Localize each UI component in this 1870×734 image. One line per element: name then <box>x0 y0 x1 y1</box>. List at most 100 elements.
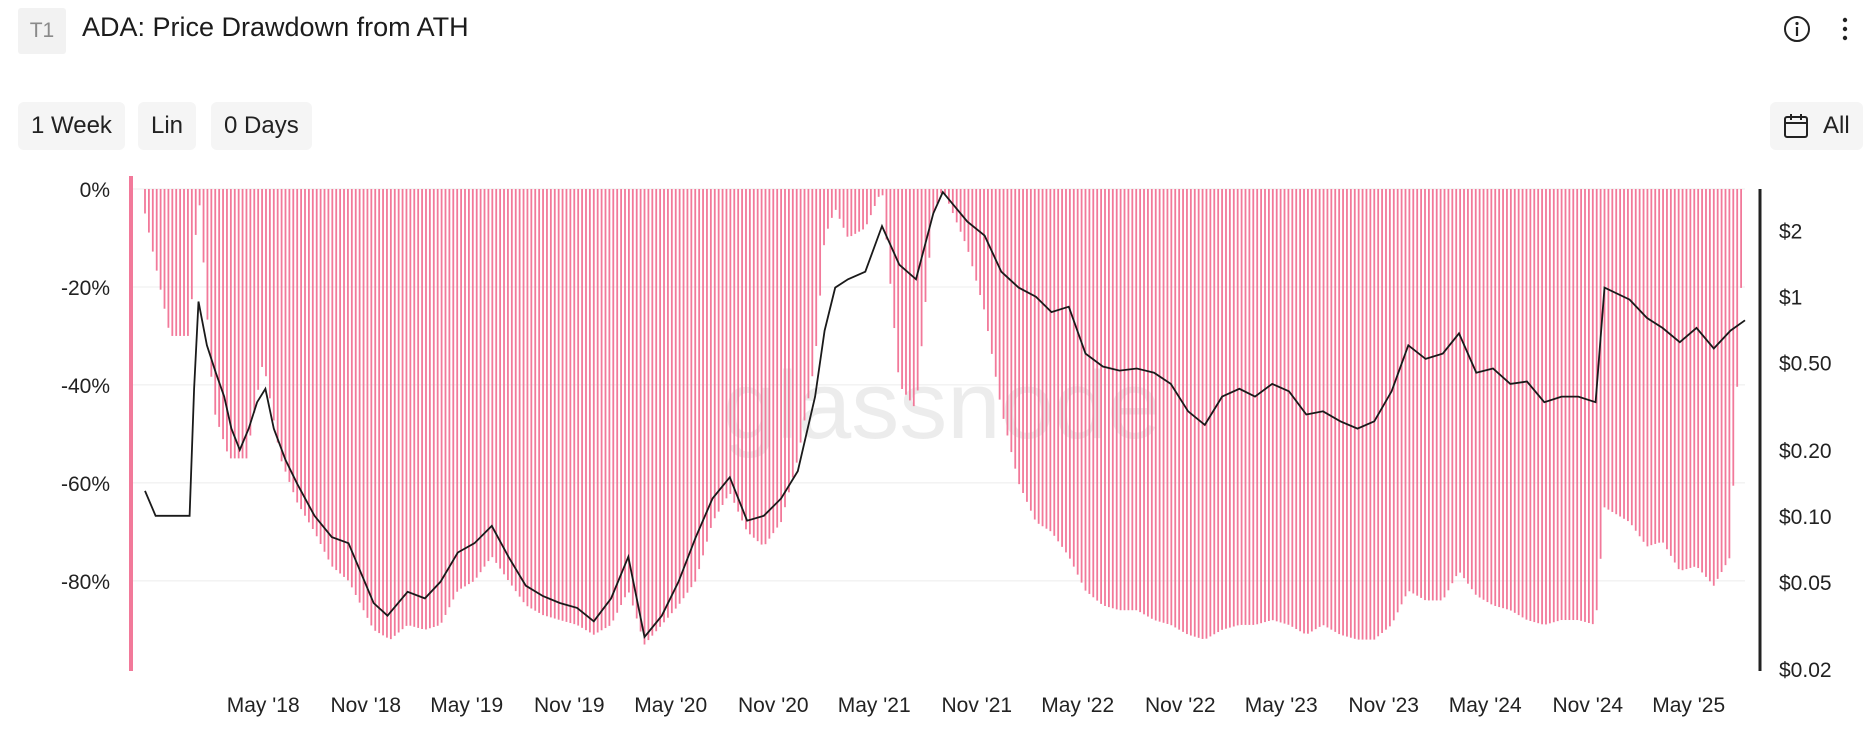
drawdown-bar <box>265 189 267 377</box>
drawdown-bar <box>549 189 552 618</box>
drawdown-bar <box>1525 189 1528 620</box>
drawdown-bar <box>148 189 150 233</box>
drawdown-bar <box>374 189 377 631</box>
drawdown-bar <box>944 189 946 195</box>
drawdown-bar <box>1217 189 1220 633</box>
drawdown-bar <box>159 189 162 290</box>
drawdown-bar <box>780 189 782 523</box>
chart-badge: T1 <box>18 8 66 54</box>
x-tick-label: May '21 <box>838 694 911 717</box>
drawdown-bar <box>651 189 654 636</box>
drawdown-bar <box>838 189 841 219</box>
price-line <box>144 190 1746 640</box>
drawdown-bar <box>940 189 942 194</box>
drawdown-bar <box>1669 189 1672 556</box>
drawdown-bar <box>331 189 334 567</box>
drawdown-bar <box>1470 189 1473 590</box>
drawdown-bar <box>257 189 260 390</box>
drawdown-bar <box>745 189 747 530</box>
resolution-button[interactable]: 1 Week <box>18 102 125 150</box>
drawdown-bar <box>280 189 283 462</box>
drawdown-bar <box>791 189 794 478</box>
drawdown-bar <box>362 189 365 611</box>
drawdown-bar <box>994 189 997 377</box>
drawdown-bar <box>1143 189 1145 615</box>
drawdown-bar <box>1377 189 1380 637</box>
drawdown-bar <box>1673 189 1676 563</box>
drawdown-bar <box>1459 189 1462 573</box>
drawdown-bar <box>1264 189 1266 623</box>
drawdown-bar <box>1236 189 1239 626</box>
drawdown-bar <box>834 189 837 210</box>
drawdown-bar <box>1115 189 1118 610</box>
date-range-label: All <box>1823 112 1850 139</box>
drawdown-bar <box>1654 189 1657 544</box>
drawdown-bar <box>682 189 685 599</box>
drawdown-bar <box>510 189 513 586</box>
drawdown-bar <box>1630 189 1633 526</box>
drawdown-bar <box>1392 189 1395 621</box>
x-tick-label: May '19 <box>430 694 503 717</box>
more-vertical-icon[interactable] <box>1840 14 1850 44</box>
drawdown-bar <box>214 189 217 415</box>
drawdown-bar <box>1537 189 1540 624</box>
drawdown-bar <box>620 189 622 606</box>
drawdown-bar <box>1299 189 1302 632</box>
drawdown-bar <box>600 189 603 631</box>
drawdown-bar <box>1455 189 1458 577</box>
drawdown-bar <box>795 189 798 463</box>
drawdown-bar <box>1338 189 1341 635</box>
x-tick-label: May '18 <box>227 694 300 717</box>
drawdown-bar <box>1092 189 1095 598</box>
drawdown-bar <box>241 189 244 459</box>
left-tick-label: -40% <box>61 375 110 398</box>
drawdown-bar <box>483 189 486 567</box>
drawdown-bar <box>1061 189 1063 547</box>
drawdown-bar <box>975 189 978 281</box>
drawdown-bar <box>1018 189 1021 485</box>
drawdown-bar <box>881 189 884 196</box>
drawdown-bar <box>756 189 759 542</box>
drawdown-bar <box>1595 189 1598 611</box>
drawdown-bar <box>932 189 935 214</box>
drawdown-bar <box>386 189 388 638</box>
drawdown-bar <box>1728 189 1731 559</box>
drawdown-bar <box>1435 189 1438 601</box>
drawdown-bar <box>428 189 431 629</box>
drawdown-bar <box>1412 189 1415 594</box>
drawdown-bar <box>1119 189 1122 611</box>
x-tick-label: May '22 <box>1041 694 1114 717</box>
drawdown-bar <box>202 189 205 263</box>
drawdown-bar <box>1428 189 1430 601</box>
drawdown-bar <box>776 189 779 528</box>
drawdown-bar <box>1014 189 1017 469</box>
drawdown-bar <box>499 189 502 569</box>
drawdown-bar <box>413 189 416 627</box>
drawdown-bar <box>569 189 572 624</box>
drawdown-bar <box>1228 189 1231 628</box>
drawdown-bar <box>1135 189 1138 611</box>
drawdown-bar <box>889 189 892 284</box>
drawdown-bar <box>858 189 861 232</box>
drawdown-chart[interactable]: glassnode 0%-20%-40%-60%-80% $2$1$0.50$0… <box>0 176 1870 734</box>
drawdown-bar <box>1408 189 1411 592</box>
drawdown-bar <box>1708 189 1711 582</box>
drawdown-bar <box>507 189 509 581</box>
drawdown-bar <box>588 189 591 633</box>
left-tick-label: 0% <box>80 179 110 202</box>
drawdown-bar <box>444 189 447 615</box>
drawdown-bar <box>1084 189 1087 591</box>
drawdown-bar <box>748 189 751 535</box>
chart-axes <box>129 176 1762 671</box>
info-icon[interactable] <box>1782 14 1812 44</box>
scale-button[interactable]: Lin <box>138 102 197 150</box>
smoothing-button[interactable]: 0 Days <box>211 102 312 150</box>
drawdown-bar <box>261 189 263 367</box>
drawdown-bar <box>916 189 919 391</box>
drawdown-bar <box>526 189 529 607</box>
drawdown-bar <box>1447 189 1450 591</box>
drawdown-bar <box>1463 189 1465 579</box>
date-range-button[interactable]: All <box>1770 102 1863 150</box>
drawdown-bar <box>959 189 962 232</box>
drawdown-bar <box>967 189 970 252</box>
